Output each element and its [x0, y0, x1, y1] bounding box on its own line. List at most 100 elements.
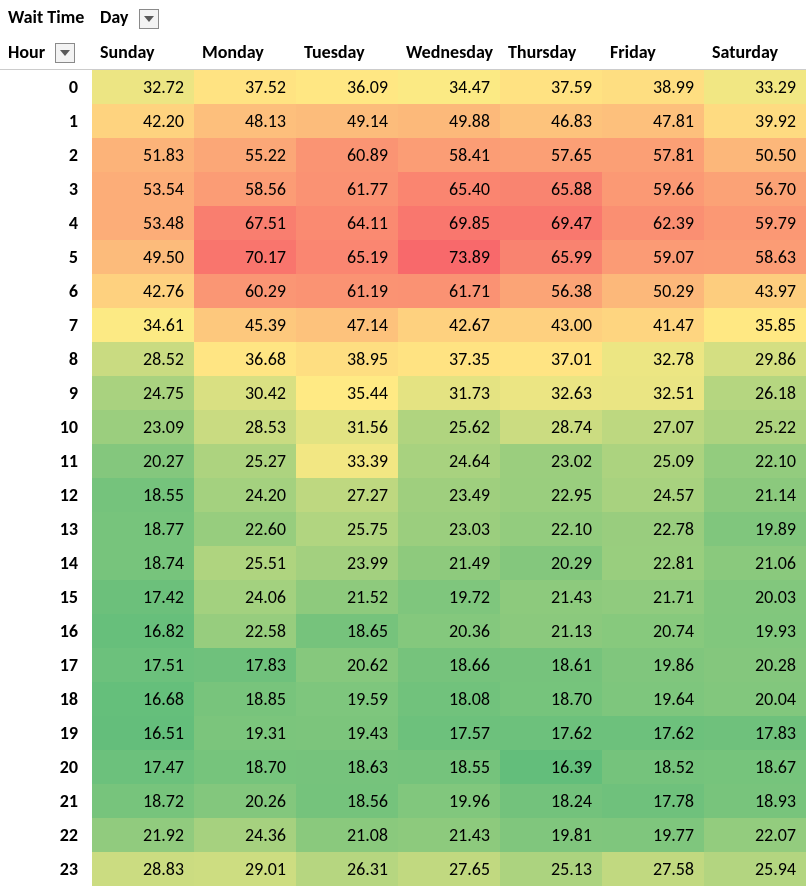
heat-cell[interactable]: 23.03 — [398, 512, 500, 546]
heat-cell[interactable]: 24.36 — [194, 818, 296, 852]
heat-cell[interactable]: 53.54 — [92, 172, 194, 206]
heat-cell[interactable]: 22.78 — [602, 512, 704, 546]
heat-cell[interactable]: 19.43 — [296, 716, 398, 750]
col-header[interactable]: Friday — [602, 35, 704, 70]
heat-cell[interactable]: 19.31 — [194, 716, 296, 750]
heat-cell[interactable]: 16.51 — [92, 716, 194, 750]
heat-cell[interactable]: 56.38 — [500, 274, 602, 308]
heat-cell[interactable]: 16.39 — [500, 750, 602, 784]
heat-cell[interactable]: 42.76 — [92, 274, 194, 308]
heat-cell[interactable]: 16.68 — [92, 682, 194, 716]
heat-cell[interactable]: 20.28 — [704, 648, 806, 682]
heat-cell[interactable]: 61.71 — [398, 274, 500, 308]
hour-label[interactable]: 4 — [0, 206, 92, 240]
heat-cell[interactable]: 25.75 — [296, 512, 398, 546]
heat-cell[interactable]: 61.19 — [296, 274, 398, 308]
heat-cell[interactable]: 18.56 — [296, 784, 398, 818]
hour-label[interactable]: 12 — [0, 478, 92, 512]
heat-cell[interactable]: 24.06 — [194, 580, 296, 614]
hour-label[interactable]: 13 — [0, 512, 92, 546]
heat-cell[interactable]: 21.06 — [704, 546, 806, 580]
heat-cell[interactable]: 21.14 — [704, 478, 806, 512]
heat-cell[interactable]: 34.61 — [92, 308, 194, 342]
heat-cell[interactable]: 48.13 — [194, 104, 296, 138]
heat-cell[interactable]: 16.82 — [92, 614, 194, 648]
heat-cell[interactable]: 21.92 — [92, 818, 194, 852]
heat-cell[interactable]: 18.08 — [398, 682, 500, 716]
heat-cell[interactable]: 59.79 — [704, 206, 806, 240]
heat-cell[interactable]: 19.72 — [398, 580, 500, 614]
heat-cell[interactable]: 33.29 — [704, 70, 806, 105]
heat-cell[interactable]: 33.39 — [296, 444, 398, 478]
heat-cell[interactable]: 67.51 — [194, 206, 296, 240]
col-header[interactable]: Tuesday — [296, 35, 398, 70]
heat-cell[interactable]: 49.14 — [296, 104, 398, 138]
heat-cell[interactable]: 58.41 — [398, 138, 500, 172]
col-header[interactable]: Monday — [194, 35, 296, 70]
heat-cell[interactable]: 21.49 — [398, 546, 500, 580]
heat-cell[interactable]: 19.81 — [500, 818, 602, 852]
heat-cell[interactable]: 22.10 — [704, 444, 806, 478]
hour-label[interactable]: 2 — [0, 138, 92, 172]
heat-cell[interactable]: 20.62 — [296, 648, 398, 682]
hour-label[interactable]: 14 — [0, 546, 92, 580]
hour-label[interactable]: 21 — [0, 784, 92, 818]
heat-cell[interactable]: 22.95 — [500, 478, 602, 512]
heat-cell[interactable]: 24.57 — [602, 478, 704, 512]
heat-cell[interactable]: 59.66 — [602, 172, 704, 206]
heat-cell[interactable]: 20.26 — [194, 784, 296, 818]
heat-cell[interactable]: 18.93 — [704, 784, 806, 818]
heat-cell[interactable]: 18.52 — [602, 750, 704, 784]
heat-cell[interactable]: 32.78 — [602, 342, 704, 376]
heat-cell[interactable]: 26.18 — [704, 376, 806, 410]
heat-cell[interactable]: 37.35 — [398, 342, 500, 376]
heat-cell[interactable]: 65.99 — [500, 240, 602, 274]
heat-cell[interactable]: 18.70 — [500, 682, 602, 716]
heat-cell[interactable]: 38.99 — [602, 70, 704, 105]
heat-cell[interactable]: 60.29 — [194, 274, 296, 308]
hour-label[interactable]: 16 — [0, 614, 92, 648]
heat-cell[interactable]: 18.63 — [296, 750, 398, 784]
heat-cell[interactable]: 65.19 — [296, 240, 398, 274]
heat-cell[interactable]: 17.78 — [602, 784, 704, 818]
heat-cell[interactable]: 23.09 — [92, 410, 194, 444]
heat-cell[interactable]: 25.94 — [704, 852, 806, 886]
heat-cell[interactable]: 47.81 — [602, 104, 704, 138]
heat-cell[interactable]: 35.44 — [296, 376, 398, 410]
heat-cell[interactable]: 18.65 — [296, 614, 398, 648]
heat-cell[interactable]: 57.65 — [500, 138, 602, 172]
heat-cell[interactable]: 21.08 — [296, 818, 398, 852]
heat-cell[interactable]: 65.88 — [500, 172, 602, 206]
heat-cell[interactable]: 32.63 — [500, 376, 602, 410]
heat-cell[interactable]: 26.31 — [296, 852, 398, 886]
hour-label[interactable]: 15 — [0, 580, 92, 614]
heat-cell[interactable]: 49.88 — [398, 104, 500, 138]
col-header[interactable]: Saturday — [704, 35, 806, 70]
heat-cell[interactable]: 25.13 — [500, 852, 602, 886]
heat-cell[interactable]: 18.70 — [194, 750, 296, 784]
heat-cell[interactable]: 60.89 — [296, 138, 398, 172]
heat-cell[interactable]: 18.74 — [92, 546, 194, 580]
heat-cell[interactable]: 55.22 — [194, 138, 296, 172]
heat-cell[interactable]: 29.01 — [194, 852, 296, 886]
heat-cell[interactable]: 25.51 — [194, 546, 296, 580]
heat-cell[interactable]: 41.47 — [602, 308, 704, 342]
day-filter-dropdown[interactable] — [139, 9, 159, 29]
hour-label[interactable]: 9 — [0, 376, 92, 410]
heat-cell[interactable]: 17.57 — [398, 716, 500, 750]
heat-cell[interactable]: 19.59 — [296, 682, 398, 716]
heat-cell[interactable]: 39.92 — [704, 104, 806, 138]
heat-cell[interactable]: 49.50 — [92, 240, 194, 274]
hour-label[interactable]: 7 — [0, 308, 92, 342]
heat-cell[interactable]: 21.43 — [398, 818, 500, 852]
heat-cell[interactable]: 38.95 — [296, 342, 398, 376]
heat-cell[interactable]: 58.63 — [704, 240, 806, 274]
hour-label[interactable]: 19 — [0, 716, 92, 750]
heat-cell[interactable]: 65.40 — [398, 172, 500, 206]
heat-cell[interactable]: 53.48 — [92, 206, 194, 240]
heat-cell[interactable]: 50.29 — [602, 274, 704, 308]
heat-cell[interactable]: 62.39 — [602, 206, 704, 240]
heat-cell[interactable]: 35.85 — [704, 308, 806, 342]
heat-cell[interactable]: 18.55 — [398, 750, 500, 784]
heat-cell[interactable]: 37.59 — [500, 70, 602, 105]
